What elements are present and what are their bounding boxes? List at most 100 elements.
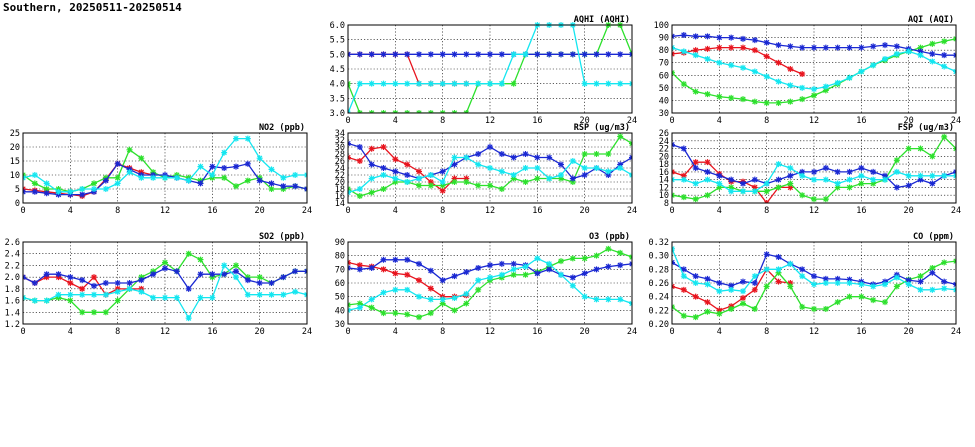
data-point-cyan [380,172,387,178]
data-point-blue [941,278,948,285]
data-point-cyan [811,176,817,183]
data-point-green [463,179,470,185]
data-point-blue [751,37,758,44]
x-tick-label: 0 [345,327,350,337]
data-point-green [569,179,576,185]
data-point-blue [475,151,482,157]
data-point-blue [368,161,375,168]
chart-aqi: AQI (AQI) 30 40 50 60 70 80 90 100 0 4 8 12 16 20 24 [654,15,961,126]
data-point-blue [368,51,375,58]
data-point-green [846,293,853,300]
data-point-blue [67,274,74,281]
x-tick-label: 12 [485,206,495,216]
data-point-cyan [929,58,936,65]
data-point-cyan [728,286,735,293]
x-tick-label: 24 [951,116,961,126]
data-point-green [534,175,541,182]
x-tick-label: 8 [764,206,769,216]
data-point-cyan [126,285,133,292]
data-point-cyan [233,274,239,281]
y-tick-label: 40 [335,306,345,316]
data-point-green [558,258,564,265]
data-point-cyan [680,273,687,280]
data-point-cyan [858,281,865,288]
data-point-blue [846,168,853,175]
data-point-blue [392,168,399,175]
data-point-cyan [368,296,375,303]
y-tick-label: 18 [335,185,345,195]
x-tick-label: 0 [669,327,674,337]
data-point-cyan [917,172,924,179]
data-point-cyan [31,172,38,178]
data-point-red [751,47,758,54]
data-point-cyan [451,80,458,87]
data-point-green [917,44,924,51]
data-point-cyan [268,291,275,298]
data-point-green [67,297,74,304]
data-point-blue [704,275,711,282]
y-tick-label: 32 [335,136,345,146]
data-point-green [680,81,687,88]
data-point-blue [775,42,782,49]
data-point-cyan [569,158,576,164]
x-tick-label: 12 [485,116,495,126]
x-tick-label: 16 [532,206,542,216]
data-point-cyan [716,180,723,187]
data-point-cyan [292,172,299,178]
data-point-green [522,271,529,278]
y-tick-label: 1.6 [5,297,20,307]
x-tick-label: 20 [904,116,914,126]
data-point-green [692,88,699,95]
y-tick-label: 90 [335,238,345,248]
data-point-cyan [380,80,387,87]
data-point-cyan [775,78,782,85]
data-point-green [162,259,168,266]
y-tick-label: 30 [335,320,345,330]
data-point-cyan [439,179,446,185]
data-point-cyan [280,291,287,298]
data-point-cyan [256,291,263,298]
data-point-blue [834,275,841,282]
data-point-green [704,308,711,315]
y-tick-label: 5.5 [330,36,345,46]
data-point-blue [617,51,624,58]
data-point-red [404,271,411,278]
data-point-cyan [439,296,446,303]
data-point-blue [79,277,86,284]
data-point-blue [728,282,735,289]
data-point-green [91,180,97,187]
data-point-cyan [91,291,97,298]
data-point-cyan [404,286,411,293]
series-group [23,135,307,199]
data-point-green [716,184,723,191]
data-point-red [356,158,363,164]
data-point-green [858,293,865,300]
data-point-green [356,193,363,199]
y-tick-label: 50 [335,293,345,303]
data-point-green [569,255,576,262]
y-tick-label: 2.6 [5,238,20,248]
x-tick-label: 8 [440,206,445,216]
series-group [23,250,307,322]
data-point-green [475,182,482,189]
y-tick-label: 0.28 [649,265,669,275]
data-point-blue [692,273,699,280]
data-point-green [763,99,770,106]
y-tick-label: 10 [659,191,669,201]
data-point-cyan [416,293,422,300]
data-point-blue [546,51,553,58]
x-tick-label: 8 [115,206,120,216]
data-point-blue [846,276,853,283]
data-point-green [704,91,711,98]
data-point-green [605,151,612,157]
data-point-cyan [882,176,888,183]
data-point-green [427,310,434,317]
data-point-red [740,295,746,302]
x-tick-label: 24 [302,206,312,216]
data-point-blue [763,39,770,46]
x-tick-label: 8 [764,116,769,126]
data-point-cyan [680,176,687,183]
data-point-green [692,196,699,203]
y-tick-label: 20 [10,143,20,153]
data-point-blue [233,163,239,170]
